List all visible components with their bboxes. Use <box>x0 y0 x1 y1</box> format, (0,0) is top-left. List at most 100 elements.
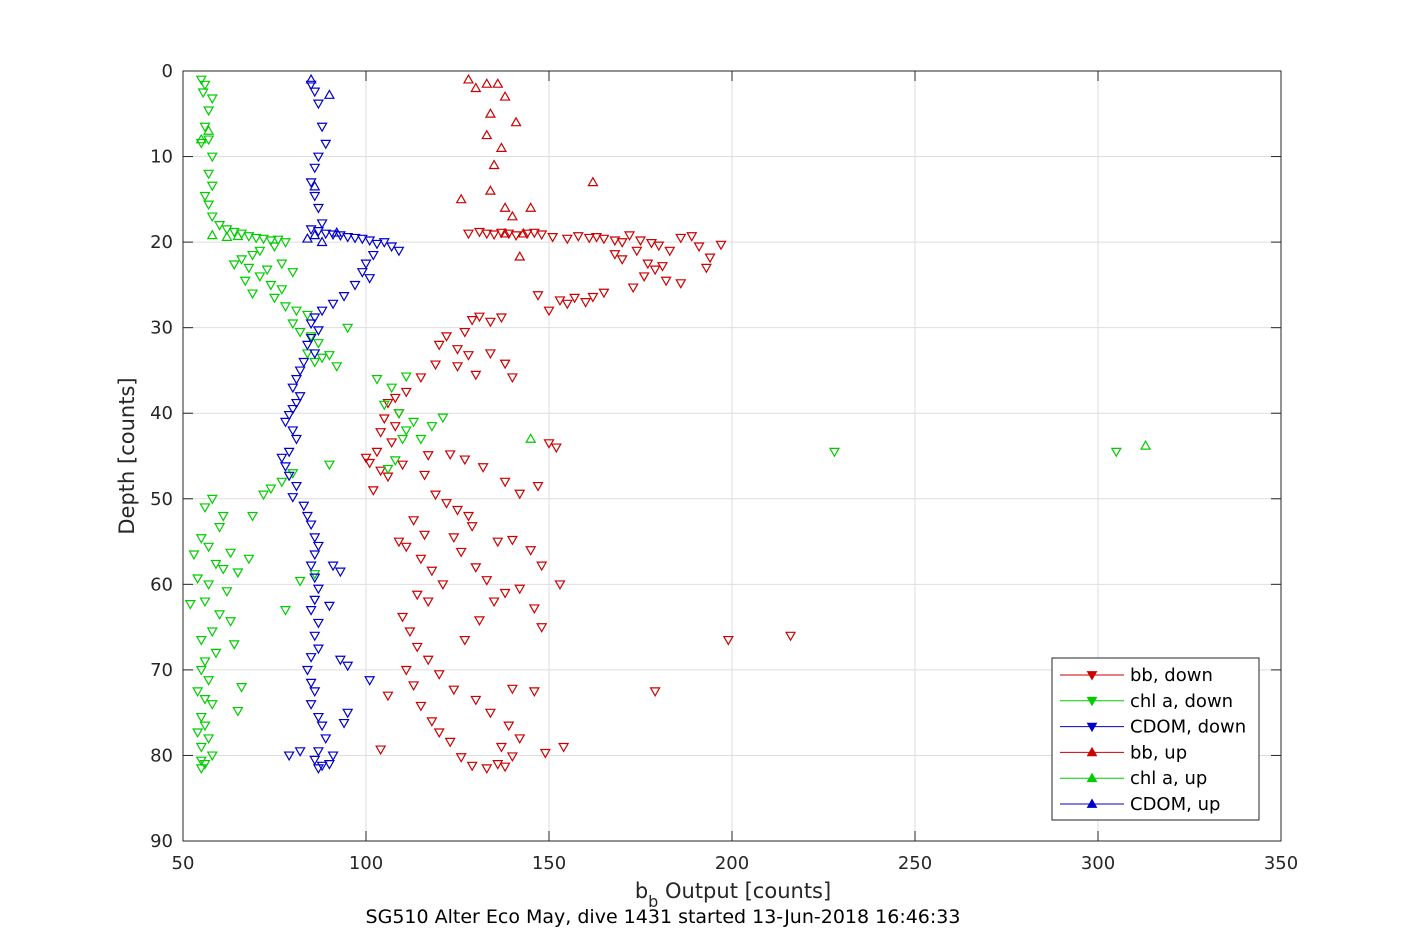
marker-bb-down <box>466 522 478 532</box>
marker-cdom-down <box>287 404 299 415</box>
marker-chl-a-up <box>1140 440 1152 450</box>
marker-chl-a-down <box>195 665 207 676</box>
marker-bb-down <box>430 490 442 501</box>
marker-bb-down <box>528 604 540 614</box>
marker-chl-a-down <box>199 503 211 514</box>
marker-bb-down <box>569 293 581 304</box>
marker-bb-down <box>459 327 471 338</box>
marker-bb-down <box>525 546 537 556</box>
marker-chl-a-down <box>294 327 306 338</box>
marker-cdom-down <box>305 678 317 689</box>
marker-bb-down <box>627 283 639 294</box>
marker-cdom-up <box>305 73 317 84</box>
marker-bb-down <box>675 233 687 244</box>
marker-bb-down <box>536 623 548 633</box>
marker-bb-up <box>587 176 599 187</box>
marker-bb-down <box>481 576 493 586</box>
marker-bb-down <box>514 734 526 745</box>
marker-bb-down <box>451 345 464 355</box>
legend-label-bb-down: bb, down <box>1130 665 1213 686</box>
marker-bb-down <box>514 489 526 500</box>
y-tick-label: 90 <box>150 831 173 852</box>
marker-bb-down <box>664 246 676 257</box>
marker-bb-down <box>415 701 427 712</box>
marker-cdom-down <box>364 274 376 284</box>
marker-bb-down <box>609 250 621 260</box>
marker-cdom-up <box>309 229 321 240</box>
marker-bb-down <box>547 233 559 243</box>
marker-bb-down <box>430 360 442 371</box>
marker-chl-a-down <box>272 235 284 246</box>
marker-bb-down <box>543 439 555 449</box>
marker-cdom-down <box>301 511 313 522</box>
marker-bb-down <box>455 753 467 763</box>
marker-bb-down <box>433 728 445 739</box>
marker-bb-down <box>686 232 698 242</box>
marker-bb-up <box>514 250 526 261</box>
marker-chl-a-down <box>221 225 233 235</box>
marker-bb-down <box>642 259 654 270</box>
marker-cdom-down <box>356 234 368 245</box>
marker-cdom-down <box>312 227 324 237</box>
marker-chl-a-down <box>243 554 255 565</box>
marker-cdom-down <box>312 747 324 757</box>
marker-chl-a-down <box>386 383 398 394</box>
marker-bb-down <box>488 597 500 608</box>
marker-bb-down <box>400 542 412 553</box>
marker-cdom-down <box>309 191 321 202</box>
marker-bb-down <box>466 315 478 326</box>
marker-cdom-down <box>349 233 361 244</box>
marker-bb-down <box>554 580 566 591</box>
marker-bb-down <box>367 486 379 496</box>
marker-bb-down <box>514 584 526 595</box>
legend-marker-cdom-down <box>1086 722 1098 733</box>
marker-bb-down <box>499 588 511 599</box>
marker-cdom-down <box>279 462 292 472</box>
marker-chl-a-down <box>236 683 248 693</box>
marker-cdom-down <box>327 751 339 762</box>
marker-bb-down <box>470 563 482 573</box>
marker-bb-down <box>499 359 511 370</box>
marker-bb-down <box>437 580 449 591</box>
marker-bb-down <box>473 227 485 238</box>
marker-chl-a-up <box>195 133 207 144</box>
marker-cdom-down <box>305 333 317 344</box>
marker-bb-down <box>715 240 727 251</box>
marker-bb-down <box>393 537 405 548</box>
marker-bb-down <box>506 373 518 383</box>
marker-cdom-down <box>320 229 332 240</box>
marker-chl-a-up <box>221 231 233 241</box>
marker-chl-a-down <box>206 494 218 505</box>
marker-bb-down <box>543 306 555 317</box>
marker-bb-down <box>506 684 518 695</box>
y-tick-label: 20 <box>150 232 173 253</box>
marker-bb-up <box>525 202 537 212</box>
marker-cdom-down <box>327 230 339 241</box>
marker-bb-down <box>408 516 420 526</box>
marker-bb-down <box>411 642 423 653</box>
marker-cdom-down <box>320 734 332 745</box>
marker-chl-a-down <box>279 302 292 312</box>
marker-chl-a-down <box>265 484 277 495</box>
marker-bb-down <box>459 455 471 466</box>
marker-bb-down <box>532 291 544 301</box>
marker-chl-a-down <box>236 255 248 265</box>
x-tick-label: 100 <box>349 853 383 874</box>
marker-cdom-down <box>305 561 317 572</box>
marker-chl-a-down <box>206 152 218 163</box>
marker-chl-a-down <box>192 728 204 739</box>
marker-chl-a-down <box>206 700 218 710</box>
marker-bb-down <box>653 241 665 252</box>
marker-chl-a-down <box>371 375 383 385</box>
marker-bb-up <box>517 227 529 238</box>
marker-cdom-down <box>294 366 306 377</box>
marker-cdom-down <box>305 653 317 663</box>
marker-chl-a-down <box>257 234 270 245</box>
marker-bb-down <box>488 230 500 241</box>
marker-cdom-down <box>327 561 339 572</box>
legend-marker-cdom-up <box>1086 798 1098 808</box>
marker-chl-a-down <box>276 477 288 488</box>
marker-bb-down <box>536 230 548 241</box>
marker-cdom-down <box>327 299 339 310</box>
marker-bb-down <box>580 298 592 308</box>
